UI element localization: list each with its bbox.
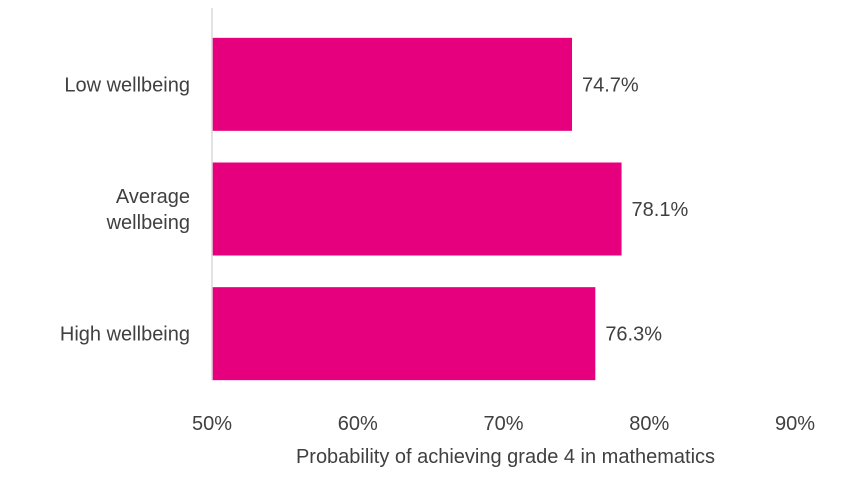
x-tick-label-2: 70% — [483, 413, 523, 435]
x-tick-label-4: 90% — [775, 413, 815, 435]
category-label-1: Average wellbeing — [106, 186, 190, 234]
value-label-2: 76.3% — [605, 324, 662, 346]
value-label-0: 74.7% — [582, 74, 639, 96]
bars-group — [212, 37, 622, 381]
value-label-1: 78.1% — [632, 199, 689, 221]
bar-2 — [212, 287, 596, 381]
category-label-2: High wellbeing — [60, 324, 190, 346]
value-labels: 74.7% 78.1% 76.3% — [582, 74, 688, 345]
x-tick-labels: 50% 60% 70% 80% 90% — [192, 413, 815, 435]
x-tick-label-1: 60% — [338, 413, 378, 435]
category-labels: Low wellbeing Average wellbeing High wellbe… — [60, 74, 190, 345]
category-label-0: Low wellbeing — [64, 74, 190, 96]
x-tick-label-0: 50% — [192, 413, 232, 435]
bar-0 — [212, 37, 573, 131]
x-axis-title: Probability of achieving grade 4 in math… — [296, 446, 715, 468]
x-tick-label-3: 80% — [629, 413, 669, 435]
bar-1 — [212, 162, 622, 256]
